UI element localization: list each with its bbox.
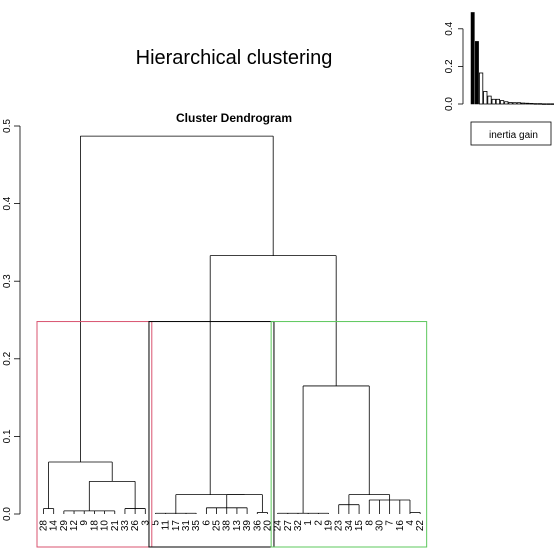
leaf-label: 2: [313, 520, 324, 526]
leaf-label: 12: [69, 520, 80, 532]
leaf-label: 3: [140, 520, 151, 526]
inertia-y-tick-label: 0.2: [444, 59, 455, 73]
inertia-bar: [516, 102, 522, 105]
leaf-label: 39: [242, 520, 253, 532]
inertia-bar: [470, 12, 475, 105]
inertia-y-axis: 0.0 0.2 0.4: [444, 21, 464, 111]
leaf-label: 36: [252, 520, 263, 532]
leaf-label: 6: [201, 520, 212, 526]
leaf-label: 16: [395, 520, 406, 532]
inertia-bar: [512, 102, 517, 105]
inertia-legend-label: inertia gain: [489, 130, 538, 141]
leaf-label: 31: [181, 520, 192, 532]
inertia-bar: [495, 98, 501, 105]
leaf-label: 27: [283, 520, 294, 532]
dendrogram-leaf-labels: 28 14 29 12 9 18 10 21 33 26 3 5 11 17 31 35 6 25 38 13 39 36…: [39, 520, 427, 532]
leaf-label: 13: [232, 520, 243, 532]
cluster-boxes: [36, 321, 428, 548]
inertia-bar: [487, 95, 492, 105]
leaf-label: 9: [79, 520, 90, 526]
leaf-label: 15: [354, 520, 365, 532]
inertia-bar: [550, 103, 554, 105]
leaf-label: 22: [415, 520, 426, 532]
leaf-label: 17: [171, 520, 182, 532]
y-tick-label: 0.0: [2, 507, 13, 521]
leaf-label: 14: [49, 520, 60, 532]
inertia-bar: [499, 100, 505, 105]
leaf-label: 18: [89, 520, 100, 532]
leaf-label: 19: [324, 520, 335, 532]
leaf-label: 29: [59, 520, 70, 532]
leaf-label: 30: [374, 520, 385, 532]
inertia-bar: [533, 103, 538, 105]
leaf-label: 34: [344, 520, 355, 532]
cluster-box: [270, 321, 428, 548]
dendrogram-y-axis: 0.0 0.1 0.2 0.3 0.4 0.5: [2, 119, 21, 521]
main-title: Hierarchical clustering: [136, 47, 333, 69]
leaf-label: 23: [334, 520, 345, 532]
leaf-label: 11: [161, 520, 172, 531]
y-tick-label: 0.5: [2, 119, 13, 133]
leaf-label: 10: [100, 520, 111, 532]
inertia-bar: [504, 101, 509, 105]
dendrogram-tree: [43, 135, 421, 514]
inertia-bar: [542, 103, 547, 105]
inertia-y-tick-label: 0.0: [444, 97, 455, 111]
leaf-label: 5: [150, 520, 161, 526]
leaf-label: 7: [385, 520, 396, 526]
y-tick-label: 0.2: [2, 351, 13, 365]
inertia-bar: [483, 91, 488, 105]
cluster-box: [148, 321, 275, 548]
leaf-label: 32: [293, 520, 304, 532]
leaf-label: 1: [303, 520, 314, 526]
leaf-label: 25: [212, 520, 223, 532]
dendrogram-title: Cluster Dendrogram: [176, 111, 292, 125]
leaf-label: 35: [191, 520, 202, 532]
leaf-label: 20: [262, 520, 273, 532]
y-tick-label: 0.1: [2, 429, 13, 443]
leaf-label: 21: [110, 520, 121, 532]
leaf-label: 4: [405, 520, 416, 526]
inertia-bar: [508, 102, 513, 105]
leaf-label: 33: [120, 520, 131, 532]
leaf-label: 28: [39, 520, 50, 532]
leaf-label: 8: [364, 520, 375, 526]
inertia-bar: [521, 102, 526, 105]
y-tick-label: 0.4: [2, 196, 13, 210]
leaf-label: 38: [222, 520, 233, 532]
inertia-bar: [474, 41, 479, 105]
leaf-label: 24: [273, 520, 284, 532]
inertia-bar: [525, 102, 530, 105]
inertia-bar: [546, 103, 551, 105]
inertia-legend-box: [470, 121, 552, 146]
inertia-bars: [470, 12, 554, 105]
y-tick-label: 0.3: [2, 274, 13, 288]
cluster-box: [36, 321, 153, 548]
leaf-label: 26: [130, 520, 141, 532]
inertia-y-tick-label: 0.4: [444, 21, 455, 35]
inertia-bar: [478, 72, 484, 105]
inertia-bar: [529, 103, 534, 105]
inertia-bar: [491, 98, 496, 105]
inertia-bar: [537, 103, 543, 105]
